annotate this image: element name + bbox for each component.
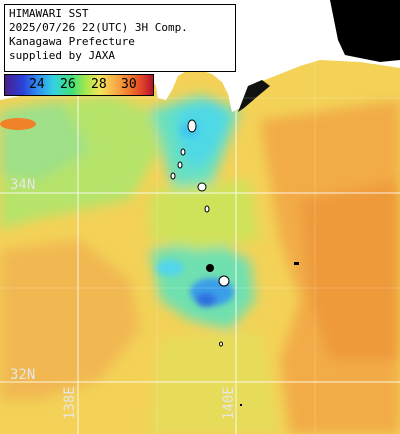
sst-cyan-core <box>175 100 230 170</box>
title-line-1: HIMAWARI SST <box>9 7 89 20</box>
island-aogashima <box>219 341 223 347</box>
island-hachijo-kojima <box>206 264 214 272</box>
island-miyakejima <box>197 182 207 192</box>
title-box: HIMAWARI SST 2025/07/26 22(UTC) 3H Comp.… <box>4 4 236 72</box>
island-oshima <box>187 119 197 133</box>
island-kozushima <box>170 172 176 180</box>
lon-label-138e: 138E <box>62 386 78 420</box>
sst-warm-east-core <box>300 180 400 360</box>
no-data-speck <box>294 262 299 265</box>
no-data-coast <box>238 80 270 112</box>
legend-gradient <box>5 75 153 95</box>
title-line-4: supplied by JAXA <box>9 49 115 62</box>
legend-tick-26: 26 <box>60 77 76 92</box>
no-data-northeast <box>330 0 400 62</box>
island-niijima <box>177 161 183 169</box>
island-toshima <box>180 148 186 156</box>
no-data-speck-south <box>240 404 242 406</box>
legend-tick-24: 24 <box>29 77 45 92</box>
island-mikurajima <box>204 205 210 213</box>
sst-cyan-spot-south <box>156 260 184 276</box>
title-line-2: 2025/07/26 22(UTC) 3H Comp. <box>9 21 188 34</box>
lat-label-32n: 32N <box>10 367 36 383</box>
sst-warm-bay <box>0 118 36 130</box>
legend-tick-30: 30 <box>121 77 137 92</box>
lat-label-34n: 34N <box>10 177 36 193</box>
color-legend: 24 26 28 30 <box>4 74 154 96</box>
title-line-3: Kanagawa Prefecture <box>9 35 135 48</box>
island-hachijojima <box>218 275 230 287</box>
sst-warm-southwest <box>0 240 140 400</box>
lon-label-140e: 140E <box>221 386 237 420</box>
legend-tick-28: 28 <box>91 77 107 92</box>
sst-blue-spot-core <box>196 293 216 307</box>
sst-mid-green <box>150 180 260 250</box>
